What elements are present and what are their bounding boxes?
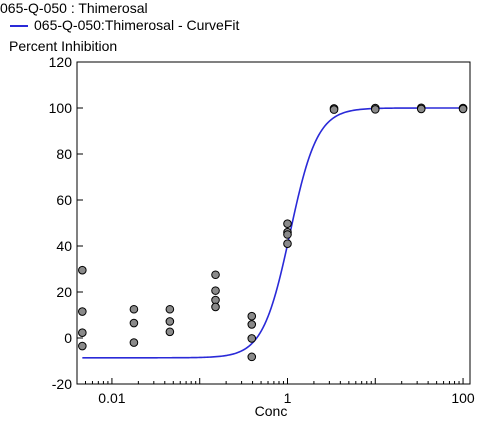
y-tick-label: 80 <box>56 146 72 162</box>
y-tick-label: -20 <box>52 376 72 392</box>
y-axis: -20 0 20 40 60 80 100 120 <box>49 54 83 392</box>
data-point <box>416 104 426 114</box>
x-tick-label: 100 <box>451 390 475 406</box>
data-point <box>247 352 257 362</box>
y-axis-label: Percent Inhibition <box>9 38 118 54</box>
data-point <box>211 270 220 280</box>
data-point <box>129 338 139 347</box>
data-point <box>247 334 257 343</box>
data-point <box>78 265 87 275</box>
plot-frame <box>76 61 471 385</box>
data-point <box>129 318 139 328</box>
legend-curve-entry: 065-Q-050:Thimerosal - CurveFit <box>0 17 239 34</box>
data-point <box>165 317 175 326</box>
data-point <box>458 104 468 114</box>
points-layer <box>78 103 468 362</box>
x-tick-label: 0.01 <box>98 390 125 406</box>
data-point <box>370 105 380 114</box>
y-tick-label: 100 <box>49 100 73 116</box>
y-tick-label: 0 <box>64 330 72 346</box>
legend: 065-Q-050 : Thimerosal 065-Q-050:Thimero… <box>0 0 239 34</box>
curve-layer <box>82 107 464 359</box>
legend-scatter-entry: 065-Q-050 : Thimerosal <box>0 0 239 17</box>
data-point <box>78 328 87 338</box>
data-point <box>283 219 292 228</box>
y-tick-label: 40 <box>56 238 72 254</box>
data-point <box>329 105 339 114</box>
y-tick-label: 60 <box>56 192 72 208</box>
x-tick-label: 1 <box>284 390 292 406</box>
data-point <box>283 239 292 248</box>
y-tick-label: 120 <box>49 54 73 70</box>
data-point <box>211 286 220 295</box>
data-point <box>247 311 257 321</box>
legend-curve-label: 065-Q-050:Thimerosal - CurveFit <box>34 17 240 33</box>
data-point <box>78 341 87 351</box>
data-point <box>129 304 139 314</box>
legend-curve-swatch <box>10 25 28 28</box>
legend-scatter-label: 065-Q-050 : Thimerosal <box>0 0 148 16</box>
data-point <box>211 302 220 312</box>
data-point <box>165 327 175 337</box>
y-tick-label: 20 <box>56 284 72 300</box>
x-axis-label: Conc <box>255 403 288 419</box>
fit-curve-line <box>82 107 464 359</box>
data-point <box>78 307 87 316</box>
data-point <box>247 320 257 329</box>
x-axis: 0.01 1 100 <box>76 378 475 406</box>
data-point <box>283 230 292 239</box>
data-point <box>165 304 175 314</box>
